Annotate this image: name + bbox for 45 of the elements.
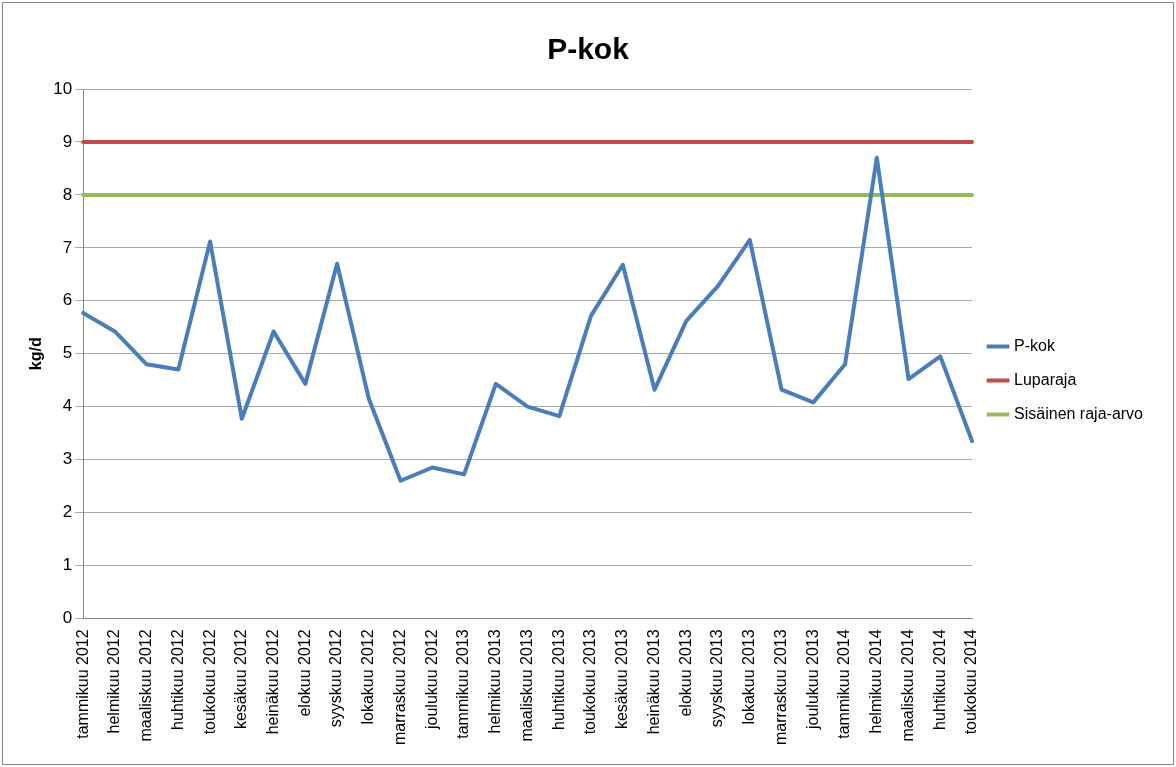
x-tick-label: maaliskuu 2014 <box>898 629 916 742</box>
x-tick-label: huhtikuu 2012 <box>168 629 186 730</box>
x-tick-label: toukokuu 2012 <box>200 629 218 735</box>
x-tick-label: lokakuu 2013 <box>740 629 758 725</box>
y-tick-label: 0 <box>62 608 73 628</box>
x-tick-label: elokuu 2013 <box>676 629 694 717</box>
x-tick-label: helmikuu 2014 <box>867 629 885 734</box>
x-tick-label: maaliskuu 2013 <box>517 629 535 742</box>
x-tick-label: toukokuu 2013 <box>581 629 599 735</box>
y-tick-label: 4 <box>62 396 73 416</box>
y-tick-label: 9 <box>62 131 73 151</box>
chart-title: P-kok <box>547 32 630 66</box>
x-tick-label: heinäkuu 2012 <box>264 629 281 735</box>
x-tick-label: tammikuu 2012 <box>73 629 91 739</box>
x-tick-label: marraskuu 2012 <box>390 629 408 746</box>
y-tick-label: 7 <box>62 237 73 257</box>
x-tick-label: lokakuu 2012 <box>359 629 377 725</box>
x-tick-label: maaliskuu 2012 <box>137 629 155 742</box>
x-tick-label: heinäkuu 2013 <box>644 629 662 735</box>
legend-label: P-kok <box>1014 336 1056 354</box>
x-tick-label: helmikuu 2013 <box>486 629 504 734</box>
legend-label: Sisäinen raja-arvo <box>1014 404 1144 422</box>
x-tick-label: kesäkuu 2013 <box>613 629 631 730</box>
x-tick-label: marraskuu 2013 <box>771 629 789 746</box>
x-tick-label: helmikuu 2012 <box>105 629 123 734</box>
x-tick-label: tammikuu 2014 <box>835 629 853 739</box>
x-tick-label: kesäkuu 2012 <box>232 629 250 730</box>
x-tick-label: syyskuu 2013 <box>708 629 726 728</box>
x-tick-label: syyskuu 2012 <box>327 629 345 728</box>
x-tick-label: tammikuu 2013 <box>454 629 472 739</box>
y-tick-label: 8 <box>62 184 73 204</box>
x-tick-label: huhtikuu 2014 <box>930 629 948 730</box>
y-tick-label: 10 <box>53 78 73 98</box>
x-tick-label: joulukuu 2012 <box>422 629 440 731</box>
y-axis-title: kg/d <box>27 337 45 371</box>
y-tick-label: 2 <box>62 502 73 522</box>
x-tick-label: joulukuu 2013 <box>803 629 821 731</box>
y-tick-label: 6 <box>62 290 73 310</box>
x-tick-label: huhtikuu 2013 <box>549 629 567 730</box>
y-tick-label: 3 <box>62 449 73 469</box>
y-tick-label: 5 <box>62 343 73 363</box>
y-tick-label: 1 <box>62 555 73 575</box>
legend-label: Luparaja <box>1014 370 1077 388</box>
x-tick-label: elokuu 2012 <box>295 629 313 717</box>
x-tick-label: toukokuu 2014 <box>962 629 980 735</box>
